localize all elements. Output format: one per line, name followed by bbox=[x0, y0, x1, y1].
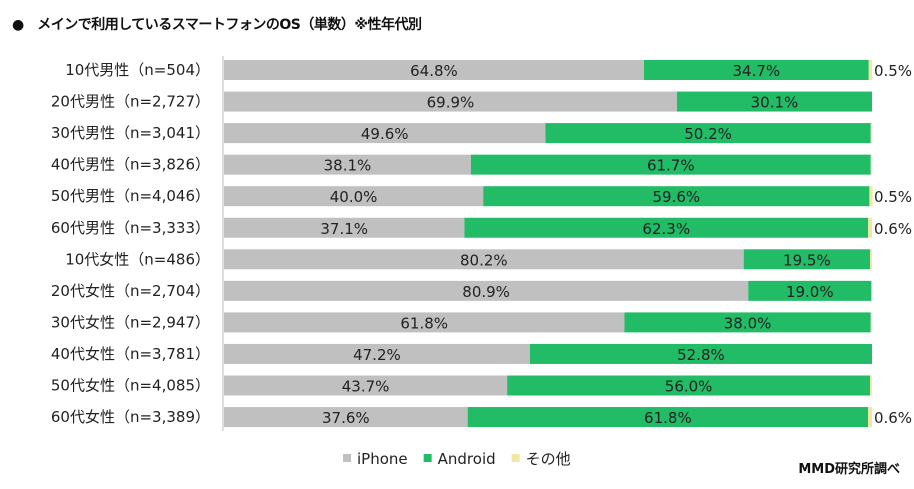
legend-label: iPhone bbox=[357, 450, 408, 468]
data-label: 34.7% bbox=[733, 62, 781, 80]
category-label: 30代男性（n=3,041） bbox=[51, 124, 210, 142]
bar-その他 bbox=[870, 154, 872, 175]
data-label: 59.6% bbox=[652, 188, 700, 206]
category-label: 10代男性（n=504） bbox=[65, 61, 210, 79]
legend-label: その他 bbox=[526, 450, 571, 468]
data-label: 19.5% bbox=[783, 251, 831, 269]
data-label: 61.7% bbox=[647, 157, 695, 175]
data-label: 37.1% bbox=[320, 220, 368, 238]
data-label: 80.9% bbox=[462, 283, 510, 301]
bar-iPhone bbox=[224, 249, 744, 270]
data-label: 19.0% bbox=[786, 283, 834, 301]
data-label: 40.0% bbox=[330, 188, 378, 206]
legend-swatch bbox=[511, 454, 520, 462]
bar-Android bbox=[624, 312, 871, 333]
bar-Android bbox=[545, 123, 871, 144]
category-label: 50代男性（n=4,046） bbox=[51, 187, 210, 205]
bar-iPhone bbox=[224, 280, 749, 301]
bar-その他 bbox=[870, 375, 872, 396]
bar-iPhone bbox=[224, 312, 625, 333]
category-label: 60代男性（n=3,333） bbox=[51, 219, 210, 237]
bar-iPhone bbox=[224, 407, 468, 428]
bar-Android bbox=[507, 375, 871, 396]
bar-Android bbox=[470, 154, 871, 175]
data-label: 30.1% bbox=[751, 94, 799, 112]
category-label: 10代女性（n=486） bbox=[65, 250, 210, 268]
data-label: 50.2% bbox=[684, 125, 732, 143]
bar-その他 bbox=[871, 280, 872, 301]
bar-Android bbox=[529, 343, 872, 364]
category-label: 40代男性（n=3,826） bbox=[51, 156, 210, 174]
bar-iPhone bbox=[224, 217, 465, 238]
bar-iPhone bbox=[224, 375, 508, 396]
data-label: 64.8% bbox=[410, 62, 458, 80]
bar-Android bbox=[748, 280, 872, 301]
bar-その他 bbox=[870, 249, 872, 270]
bar-Android bbox=[743, 249, 871, 270]
data-label: 38.1% bbox=[324, 157, 372, 175]
bar-Android bbox=[483, 186, 870, 207]
bar-Android bbox=[676, 91, 872, 112]
data-label: 52.8% bbox=[677, 346, 725, 364]
bar-iPhone bbox=[224, 154, 471, 175]
bar-その他 bbox=[870, 312, 872, 333]
bar-その他 bbox=[868, 407, 872, 428]
data-label: 0.6% bbox=[874, 409, 912, 427]
category-label: 60代女性（n=3,389） bbox=[51, 408, 210, 426]
bar-iPhone bbox=[224, 343, 530, 364]
legend-swatch bbox=[423, 454, 432, 462]
legend-label: Android bbox=[438, 450, 496, 468]
category-label: 30代女性（n=2,947） bbox=[51, 313, 210, 331]
data-label: 37.6% bbox=[322, 409, 370, 427]
data-label: 49.6% bbox=[361, 125, 409, 143]
data-label: 61.8% bbox=[644, 409, 692, 427]
chart-title: ● メインで利用しているスマートフォンのOS（単数）※性年代別 bbox=[12, 17, 422, 33]
legend-swatch bbox=[343, 454, 351, 462]
category-label: 20代男性（n=2,727） bbox=[51, 93, 210, 111]
category-label: 50代女性（n=4,085） bbox=[51, 377, 210, 395]
bar-iPhone bbox=[224, 186, 484, 207]
data-label: 0.6% bbox=[874, 220, 912, 238]
source-credit: MMD研究所調べ bbox=[798, 462, 900, 477]
bar-iPhone bbox=[224, 60, 644, 80]
category-label: 40代女性（n=3,781） bbox=[51, 345, 210, 363]
bar-その他 bbox=[868, 217, 872, 238]
data-label: 69.9% bbox=[427, 94, 475, 112]
data-label: 0.5% bbox=[874, 188, 912, 206]
data-label: 80.2% bbox=[460, 251, 508, 269]
category-label: 20代女性（n=2,704） bbox=[51, 282, 210, 300]
data-label: 56.0% bbox=[665, 378, 713, 396]
bar-その他 bbox=[869, 186, 873, 207]
bar-Android bbox=[467, 407, 869, 428]
bar-Android bbox=[464, 217, 869, 238]
data-label: 43.7% bbox=[342, 378, 390, 396]
data-label: 0.5% bbox=[874, 62, 912, 80]
bar-その他 bbox=[870, 123, 872, 144]
bar-Android bbox=[643, 60, 869, 80]
data-label: 47.2% bbox=[353, 346, 401, 364]
bar-iPhone bbox=[224, 123, 546, 144]
data-label: 62.3% bbox=[642, 220, 690, 238]
data-label: 38.0% bbox=[724, 314, 772, 332]
bar-iPhone bbox=[224, 91, 677, 112]
data-label: 61.8% bbox=[400, 314, 448, 332]
bar-その他 bbox=[868, 60, 872, 80]
